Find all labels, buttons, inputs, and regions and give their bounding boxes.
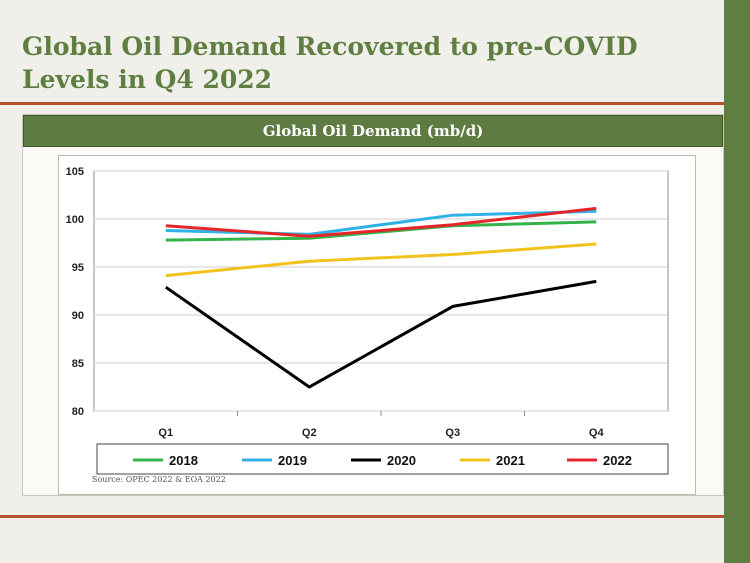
source-note: Source: OPEC 2022 & EOA 2022 xyxy=(92,475,226,484)
legend-label-2022: 2022 xyxy=(603,453,632,468)
top-divider xyxy=(0,102,724,105)
bottom-divider xyxy=(0,515,724,518)
slide-title: Global Oil Demand Recovered to pre-COVID… xyxy=(22,32,638,94)
x-tick-label: Q1 xyxy=(158,427,173,439)
y-tick-label: 105 xyxy=(66,166,84,178)
y-tick-label: 85 xyxy=(72,358,84,370)
y-tick-label: 100 xyxy=(66,214,84,226)
legend-label-2021: 2021 xyxy=(496,453,525,468)
x-tick-label: Q3 xyxy=(445,427,460,439)
x-tick-label: Q4 xyxy=(589,427,605,439)
legend-label-2019: 2019 xyxy=(278,453,307,468)
plot-area xyxy=(93,170,669,412)
x-tick-label: Q2 xyxy=(302,427,317,439)
chart-title: Global Oil Demand (mb/d) xyxy=(23,115,723,147)
series-line-2022 xyxy=(165,206,597,238)
series-line-2020 xyxy=(164,279,597,389)
legend-label-2018: 2018 xyxy=(169,453,198,468)
legend-label-2020: 2020 xyxy=(387,453,416,468)
right-accent-bar xyxy=(724,0,750,563)
y-tick-label: 80 xyxy=(72,406,84,418)
series-line-2021 xyxy=(165,242,597,278)
y-tick-label: 90 xyxy=(72,310,84,322)
y-tick-label: 95 xyxy=(72,262,84,274)
